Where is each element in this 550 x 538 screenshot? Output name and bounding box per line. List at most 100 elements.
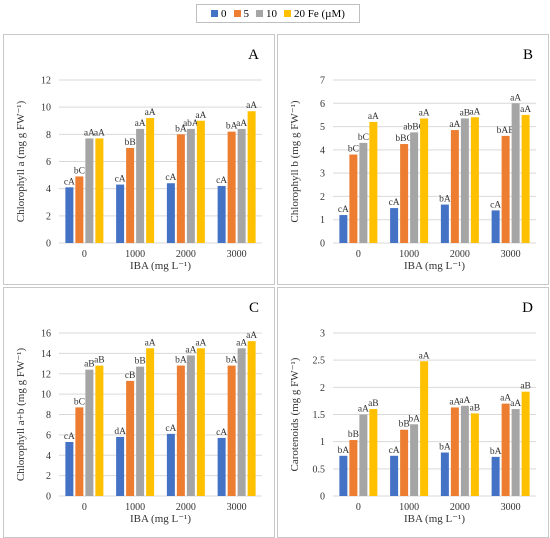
bar-d-3-0 bbox=[491, 456, 500, 496]
data-label-b-1-1: bBC bbox=[395, 134, 412, 144]
data-label-a-2-3: aA bbox=[195, 111, 206, 121]
x-tick-label-c: 2000 bbox=[176, 502, 196, 513]
bar-a-0-2 bbox=[85, 138, 94, 243]
chart-legend: 0 5 10 20 Fe (µM) bbox=[196, 4, 360, 23]
bar-c-0-3 bbox=[95, 365, 104, 496]
data-label-a-0-2: aA bbox=[84, 128, 95, 138]
bar-a-3-1 bbox=[227, 131, 236, 243]
bar-c-0-1 bbox=[75, 407, 84, 496]
bar-a-2-1 bbox=[176, 134, 185, 243]
data-label-a-2-1: bA bbox=[175, 124, 187, 134]
x-tick-label-d: 3000 bbox=[501, 502, 521, 513]
data-label-c-0-3: aB bbox=[94, 356, 105, 366]
bar-c-0-2 bbox=[85, 369, 94, 496]
data-label-c-0-2: aB bbox=[84, 360, 95, 370]
x-tick-label-a: 0 bbox=[82, 249, 87, 260]
y-tick-label-a: 2 bbox=[46, 211, 51, 222]
data-label-a-2-0: cA bbox=[165, 173, 176, 183]
data-label-c-1-0: dA bbox=[114, 427, 126, 437]
data-label-d-3-2: aA bbox=[510, 399, 521, 409]
bar-a-0-3 bbox=[95, 138, 104, 243]
data-label-c-2-0: cA bbox=[165, 424, 176, 434]
y-tick-label-d: 3 bbox=[320, 329, 325, 340]
data-label-b-3-3: aA bbox=[520, 105, 531, 115]
x-axis-label-d: IBA (mg L⁻¹) bbox=[404, 513, 465, 525]
bar-d-2-1 bbox=[450, 407, 459, 496]
data-label-d-3-0: bA bbox=[490, 447, 502, 457]
bar-d-1-3 bbox=[420, 361, 429, 496]
data-label-b-0-3: aA bbox=[368, 112, 379, 122]
y-tick-label-b: 1 bbox=[320, 215, 325, 226]
panel-letter-a: A bbox=[248, 47, 259, 63]
bar-b-1-0 bbox=[390, 208, 399, 243]
bar-b-3-2 bbox=[511, 103, 520, 244]
y-tick-label-c: 2 bbox=[46, 471, 51, 482]
data-label-c-1-1: cB bbox=[125, 371, 136, 381]
bar-d-0-0 bbox=[339, 455, 348, 496]
y-tick-label-a: 0 bbox=[46, 239, 51, 250]
data-label-c-2-3: aA bbox=[195, 338, 206, 348]
x-tick-label-b: 1000 bbox=[399, 249, 419, 260]
data-label-a-0-3: aA bbox=[94, 128, 105, 138]
bar-d-3-2 bbox=[511, 409, 520, 496]
data-label-a-1-2: aA bbox=[135, 119, 146, 129]
bar-a-1-2 bbox=[136, 128, 145, 243]
bar-c-3-1 bbox=[227, 365, 236, 496]
y-tick-label-d: 0 bbox=[320, 492, 325, 503]
data-label-a-3-3: aA bbox=[246, 101, 257, 111]
legend-swatch-0 bbox=[211, 10, 219, 17]
chart-svg-a: A024681012cAbCaAaA0cAbBaAaA1000cAbAabAaA… bbox=[15, 47, 262, 272]
data-label-b-3-0: cA bbox=[490, 200, 501, 210]
x-tick-label-b: 3000 bbox=[501, 249, 521, 260]
data-label-a-3-0: cA bbox=[216, 176, 227, 186]
y-tick-label-a: 12 bbox=[41, 76, 51, 87]
bar-d-1-0 bbox=[390, 455, 399, 496]
data-label-a-1-0: cA bbox=[115, 175, 126, 185]
y-tick-label-c: 10 bbox=[41, 390, 51, 401]
data-label-d-0-0: bA bbox=[338, 446, 350, 456]
data-label-d-2-3: aB bbox=[470, 403, 481, 413]
legend-swatch-5 bbox=[233, 10, 241, 17]
legend-swatch-10 bbox=[256, 10, 264, 17]
bar-d-1-2 bbox=[410, 424, 419, 496]
bar-c-1-0 bbox=[116, 436, 125, 496]
bar-d-0-3 bbox=[369, 409, 378, 496]
y-tick-label-c: 16 bbox=[41, 329, 51, 340]
y-tick-label-d: 1 bbox=[320, 437, 325, 448]
y-tick-label-c: 6 bbox=[46, 430, 51, 441]
bar-b-0-2 bbox=[359, 142, 368, 243]
y-axis-label-d: Carotenoids (mg g FW⁻¹) bbox=[289, 357, 301, 471]
y-tick-label-d: 1.5 bbox=[313, 410, 326, 421]
y-tick-label-b: 6 bbox=[320, 99, 325, 110]
data-label-a-1-3: aA bbox=[145, 108, 156, 118]
x-axis-label-b: IBA (mg L⁻¹) bbox=[404, 260, 465, 272]
x-tick-label-a: 3000 bbox=[227, 249, 247, 260]
y-tick-label-c: 12 bbox=[41, 369, 51, 380]
legend-swatch-20 bbox=[284, 10, 292, 17]
data-label-c-2-1: bA bbox=[175, 356, 187, 366]
chart-panel-a: A 0 2 4 6 8 10 12 cA bC aA aA 0 cA bB aA aA 1000 cA bA abA aA… bbox=[3, 34, 275, 285]
y-tick-label-c: 0 bbox=[46, 492, 51, 503]
data-label-c-3-1: bA bbox=[226, 356, 238, 366]
data-label-d-0-2: aA bbox=[358, 405, 369, 415]
data-label-d-0-1: bB bbox=[348, 430, 359, 440]
bar-b-0-0 bbox=[339, 215, 348, 243]
bar-b-1-1 bbox=[400, 144, 409, 243]
bar-a-0-0 bbox=[65, 187, 74, 243]
bar-d-1-1 bbox=[400, 429, 409, 496]
bar-b-2-3 bbox=[470, 117, 479, 243]
y-tick-label-c: 4 bbox=[46, 451, 51, 462]
y-axis-label-b: Chlorophyll b (mg g FW⁻¹) bbox=[289, 100, 301, 222]
y-tick-label-b: 7 bbox=[320, 76, 325, 87]
data-label-b-3-1: bAB bbox=[497, 126, 515, 136]
data-label-b-2-2: aB bbox=[460, 108, 471, 118]
bar-d-0-1 bbox=[349, 440, 358, 496]
data-label-d-2-0: bA bbox=[439, 443, 451, 453]
y-tick-label-a: 6 bbox=[46, 157, 51, 168]
legend-label-10: 10 bbox=[266, 7, 278, 20]
y-tick-label-a: 10 bbox=[41, 103, 51, 114]
legend-label-0: 0 bbox=[221, 7, 227, 20]
x-axis-label-a: IBA (mg L⁻¹) bbox=[130, 260, 191, 272]
y-tick-label-b: 4 bbox=[320, 145, 325, 156]
